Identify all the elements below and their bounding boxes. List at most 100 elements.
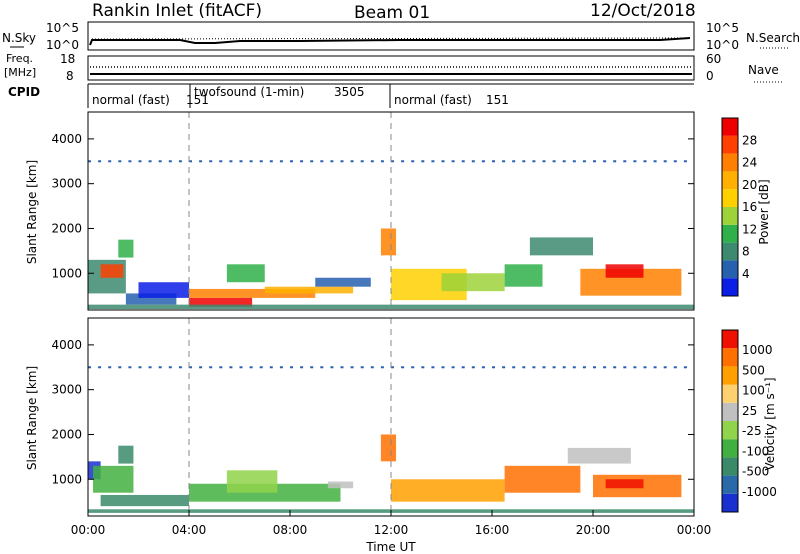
x-tick-label: 20:00 — [576, 523, 611, 537]
fov-speck — [562, 366, 566, 369]
fov-speck — [492, 160, 495, 163]
fov-speck — [593, 366, 596, 369]
fov-speck — [118, 160, 122, 163]
colorbar-tick-label: 20 — [742, 178, 757, 192]
data-patch — [226, 470, 278, 493]
fov-speck — [471, 160, 475, 163]
fov-speck — [552, 366, 556, 369]
data-patch — [189, 288, 316, 298]
noise-search-label: N.Search — [746, 31, 800, 45]
colorbar-swatch — [722, 475, 738, 494]
fov-speck — [683, 366, 687, 369]
data-patch — [125, 293, 177, 305]
data-patch — [138, 282, 189, 298]
data-patch — [380, 434, 397, 462]
fov-speck — [502, 366, 506, 369]
data-patch — [504, 465, 581, 493]
power-colorbar: 28 24 20 16 12 8 4 — [721, 117, 757, 297]
data-patch — [93, 465, 134, 493]
fov-speck — [239, 366, 243, 369]
cpid-panel: CPID normal (fast) 151 twofsound (1-min)… — [8, 83, 694, 108]
fov-speck — [108, 160, 112, 163]
data-patch — [315, 277, 371, 287]
velocity-colorbar-label: Velocity [m s⁻¹] — [763, 377, 777, 470]
fov-speck — [582, 366, 586, 369]
colorbar-tick-label: -100 — [742, 444, 769, 458]
colorbar-swatch — [722, 384, 738, 403]
fov-speck — [300, 160, 304, 163]
colorbar-frame — [721, 117, 739, 297]
data-patch — [118, 239, 134, 258]
data-patch — [605, 264, 644, 278]
fov-speck — [259, 160, 263, 163]
fov-speck — [290, 366, 293, 369]
fov-speck — [451, 160, 455, 163]
station-title: Rankin Inlet (fitACF) — [92, 1, 262, 21]
noise-right-tick-top: 10^5 — [706, 21, 739, 35]
freq-panel: Freq. [MHz] 18 8 60 0 Nave — [4, 52, 782, 83]
fov-speck — [421, 366, 425, 369]
fov-speck — [269, 160, 273, 163]
fov-speck — [613, 366, 617, 369]
fov-speck — [118, 366, 122, 369]
colorbar-tick-label: 16 — [742, 200, 757, 214]
fov-speck — [613, 160, 617, 163]
beam-title: Beam 01 — [354, 3, 430, 23]
power-data-layer — [88, 112, 694, 310]
noise-sky-label: N.Sky — [2, 31, 36, 45]
data-patch — [441, 273, 505, 292]
fov-speck — [643, 366, 647, 369]
data-patch — [189, 297, 253, 307]
fov-speck — [401, 366, 405, 369]
fov-speck — [481, 366, 485, 369]
fov-speck — [189, 160, 192, 163]
fov-speck — [239, 160, 243, 163]
fov-speck — [340, 366, 344, 369]
power-colorbar-label: Power [dB] — [757, 179, 771, 244]
fov-speck — [88, 366, 91, 369]
colorbar-swatch — [722, 118, 738, 136]
cpid-seg-0-name: normal (fast) — [92, 93, 170, 107]
fov-speck — [290, 160, 293, 163]
noise-right-tick-bottom: 10^0 — [706, 38, 739, 52]
fov-speck — [219, 160, 223, 163]
x-tick-label: 00:00 — [677, 523, 712, 537]
colorbar-swatch — [722, 439, 738, 458]
cpid-seg-1-id: 3505 — [334, 85, 365, 99]
data-patch — [605, 479, 644, 489]
x-tick-label: 16:00 — [475, 523, 510, 537]
y-tick-label: 4000 — [51, 338, 82, 352]
fov-speck — [219, 366, 223, 369]
colorbar-swatch — [722, 348, 738, 367]
data-patch — [567, 447, 631, 464]
fov-speck — [320, 160, 324, 163]
velocity-colorbar: 1000 500 100 25 -25 -100 -500 -1000 — [721, 329, 777, 513]
y-tick-label: 3000 — [51, 177, 82, 191]
fov-speck — [431, 160, 435, 163]
fov-speck — [512, 160, 516, 163]
colorbar-tick-label: -1000 — [742, 485, 777, 499]
noise-panel: N.Sky 10^5 10^0 10^5 10^0 N.Search — [2, 21, 800, 52]
colorbar-tick-label: 1000 — [742, 343, 773, 357]
fov-speck — [310, 160, 314, 163]
y-tick-label: 1000 — [51, 472, 82, 486]
fov-speck — [380, 160, 384, 163]
noise-left-tick-bottom: 10^0 — [46, 38, 79, 52]
y-tick-label: 2000 — [51, 427, 82, 441]
fov-speck — [673, 160, 677, 163]
fov-speck — [451, 366, 455, 369]
colorbar-tick-label: 24 — [742, 156, 757, 170]
fov-speck — [330, 366, 334, 369]
colorbar-tick-label: 8 — [742, 245, 750, 259]
data-patch — [226, 264, 265, 283]
fov-speck — [512, 366, 516, 369]
data-patch — [327, 481, 354, 489]
fov-speck — [623, 160, 627, 163]
freq-tick-bottom: 8 — [66, 69, 74, 83]
date-title: 12/Oct/2018 — [590, 1, 696, 21]
fov-speck — [330, 160, 334, 163]
fov-speck — [572, 160, 576, 163]
fov-speck — [350, 160, 354, 163]
fov-speck — [562, 160, 566, 163]
y-tick-label: 1000 — [51, 266, 82, 280]
